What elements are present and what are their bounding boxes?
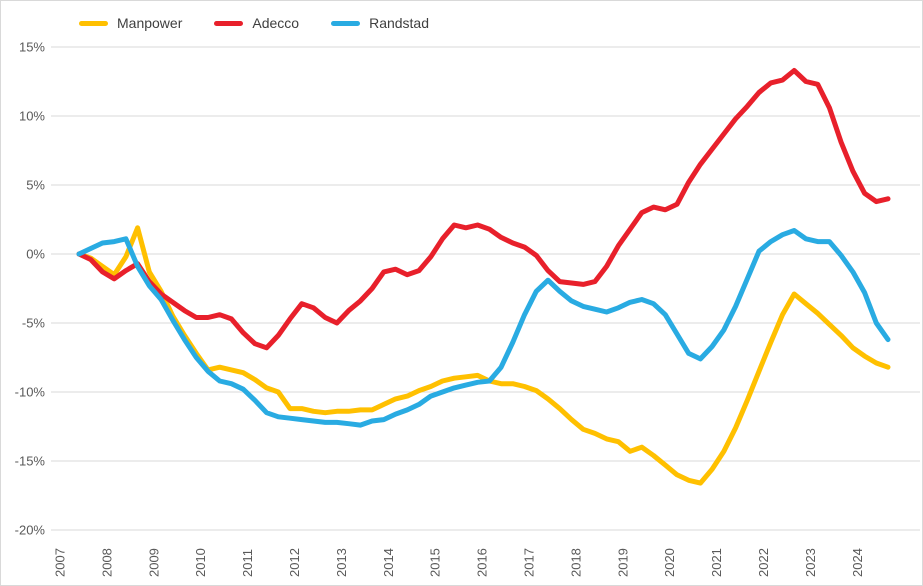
- series-line-manpower: [76, 225, 891, 486]
- legend: Manpower Adecco Randstad: [79, 15, 429, 31]
- series-line-randstad: [76, 228, 891, 428]
- legend-item-manpower: Manpower: [79, 15, 182, 31]
- x-axis-tick-label: 2024: [850, 548, 865, 577]
- y-axis-tick-label: 0%: [26, 247, 45, 262]
- x-axis-tick-label: 2009: [146, 548, 161, 577]
- x-axis-tick-label: 2010: [193, 548, 208, 577]
- x-axis-tick-label: 2014: [381, 548, 396, 577]
- x-axis-tick-label: 2013: [334, 548, 349, 577]
- x-axis-tick-label: 2008: [99, 548, 114, 577]
- x-axis-tick-label: 2011: [240, 549, 255, 577]
- x-axis-tick-label: 2018: [568, 548, 583, 577]
- y-axis-tick-label: -15%: [15, 454, 46, 469]
- manpower-line-swatch-icon: [79, 20, 108, 26]
- y-axis-tick-label: -10%: [15, 385, 46, 400]
- x-axis-tick-label: 2015: [428, 548, 443, 577]
- y-axis-tick-label: -5%: [22, 316, 46, 331]
- x-axis-tick-label: 2022: [756, 548, 771, 577]
- adecco-line-swatch-icon: [214, 20, 244, 26]
- y-axis-tick-label: 10%: [19, 109, 45, 124]
- x-axis-tick-label: 2023: [803, 548, 818, 577]
- y-axis-tick-label: 5%: [26, 178, 45, 193]
- legend-label-adecco: Adecco: [252, 15, 300, 31]
- x-axis-tick-label: 2021: [709, 548, 724, 577]
- randstad-line-swatch-icon: [331, 20, 361, 26]
- x-axis-tick-label: 2017: [522, 548, 537, 577]
- legend-item-adecco: Adecco: [214, 15, 299, 31]
- legend-label-manpower: Manpower: [117, 15, 183, 31]
- x-axis-tick-label: 2020: [662, 548, 677, 577]
- legend-item-randstad: Randstad: [331, 15, 429, 31]
- series-line-adecco: [76, 68, 891, 351]
- y-axis-tick-label: -20%: [15, 523, 46, 538]
- x-axis-tick-label: 2012: [287, 548, 302, 577]
- x-axis-tick-label: 2016: [475, 548, 490, 577]
- legend-label-randstad: Randstad: [369, 15, 430, 31]
- y-axis-tick-label: 15%: [19, 40, 45, 55]
- x-axis-tick-label: 2007: [53, 548, 68, 577]
- x-axis-tick-label: 2019: [615, 548, 630, 577]
